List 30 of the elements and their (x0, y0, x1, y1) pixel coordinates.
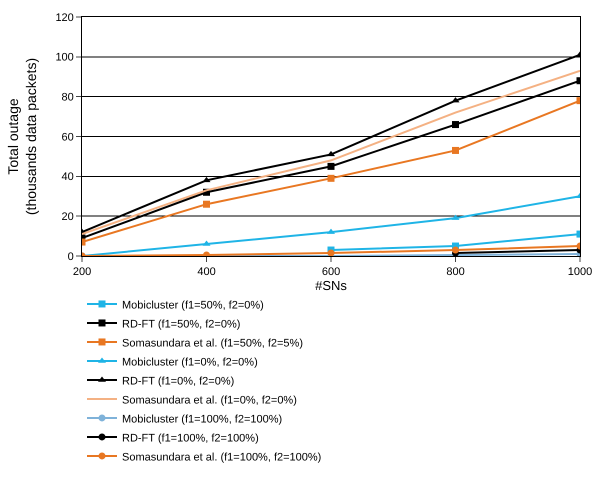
y-tick-label: 20 (62, 211, 74, 224)
x-tick-label: 600 (322, 266, 340, 278)
x-tick-label: 1000 (568, 266, 592, 278)
x-tick-label: 800 (446, 266, 465, 278)
y-tick-label: 40 (62, 171, 74, 184)
legend-label: RD-FT (f1=50%, f2=0%) (122, 318, 240, 330)
legend-label: Mobicluster (f1=50%, f2=0%) (122, 299, 264, 312)
point (328, 174, 334, 182)
y-axis-title: Total outage (thousands data packets) (4, 58, 40, 216)
point (452, 146, 459, 154)
x-tick-label: 400 (197, 266, 216, 278)
point (328, 162, 334, 170)
x-tick-label: 200 (72, 266, 92, 278)
legend-label: RD-FT (f1=0%, f2=0%) (122, 375, 234, 388)
legend-label: Mobicluster (f1=100%, f2=100%) (122, 413, 282, 426)
y-tick-label: 80 (62, 92, 74, 104)
point (203, 200, 210, 208)
point (328, 250, 334, 256)
y-tick-label: 60 (62, 131, 74, 144)
x-axis-title: #SNs (315, 278, 348, 294)
legend-label: Somasundara et al. (f1=100%, f2=100%) (122, 451, 322, 464)
legend-label: Somasundara et al. (f1=0%, f2=0%) (122, 394, 297, 406)
y-tick-label: 0 (68, 250, 74, 263)
y-tick-label: 100 (55, 52, 74, 64)
y-tick-label: 120 (55, 12, 74, 24)
legend-label: RD-FT (f1=100%, f2=100%) (122, 432, 259, 444)
legend-label: Somasundara et al. (f1=50%, f2=5%) (122, 337, 303, 350)
legend-label: Mobicluster (f1=0%, f2=0%) (122, 356, 258, 368)
point (452, 246, 459, 254)
point (452, 121, 459, 128)
